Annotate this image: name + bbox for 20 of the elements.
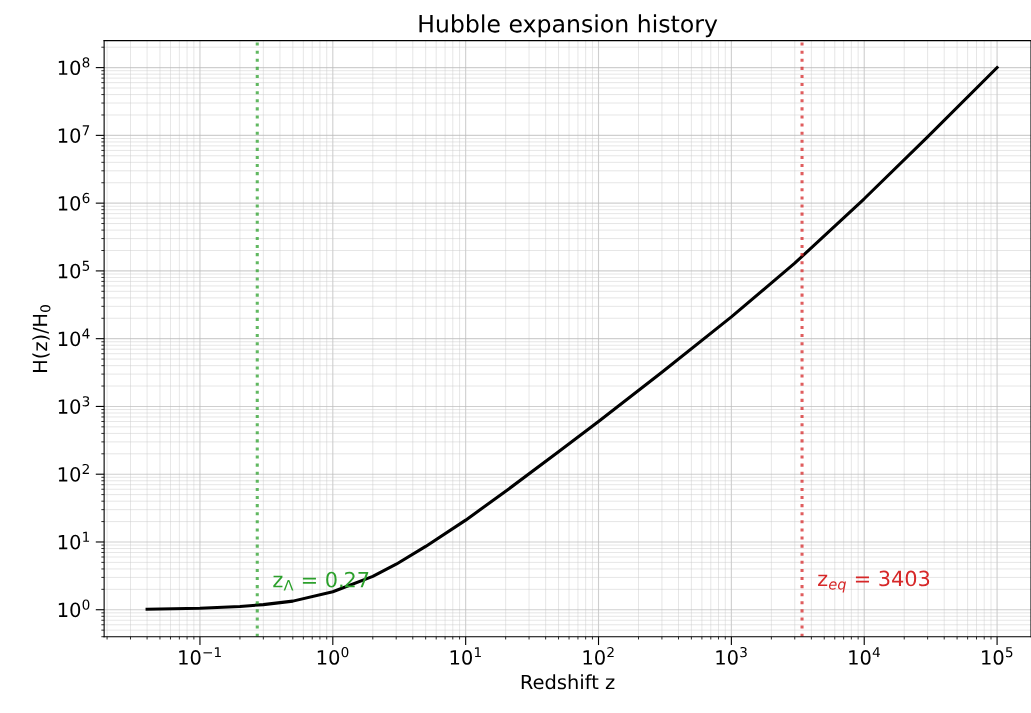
x-tick-label: 10$^{0}$ [317, 646, 349, 665]
x-tick-label: 10$^{−1}$ [179, 647, 221, 665]
ref-line-label: z$_{eq}$ = 3403 [818, 570, 930, 593]
x-tick-label: 10$^{1}$ [450, 647, 481, 665]
y-tick-label: 10$^{8}$ [58, 57, 90, 76]
x-axis-title: Redshift z [521, 674, 615, 690]
x-tick-label: 10$^{4}$ [849, 647, 880, 665]
y-tick-label: 10$^{7}$ [58, 125, 90, 143]
y-tick-label: 10$^{3}$ [58, 396, 90, 414]
x-tick-label: 10$^{3}$ [716, 646, 747, 665]
y-tick-label: 10$^{5}$ [58, 260, 90, 279]
chart-title: Hubble expansion history [419, 14, 718, 38]
x-tick-label: 10$^{2}$ [583, 646, 614, 665]
x-tick-label: 10$^{5}$ [982, 647, 1013, 665]
y-tick-label: 10$^{4}$ [58, 328, 90, 347]
y-tick-label: 10$^{1}$ [58, 531, 90, 550]
y-axis-title: H(z)/H$_{0}$ [32, 305, 51, 372]
y-tick-label: 10$^{0}$ [58, 599, 90, 618]
y-tick-label: 10$^{2}$ [58, 463, 89, 482]
y-tick-label: 10$^{6}$ [58, 192, 90, 211]
